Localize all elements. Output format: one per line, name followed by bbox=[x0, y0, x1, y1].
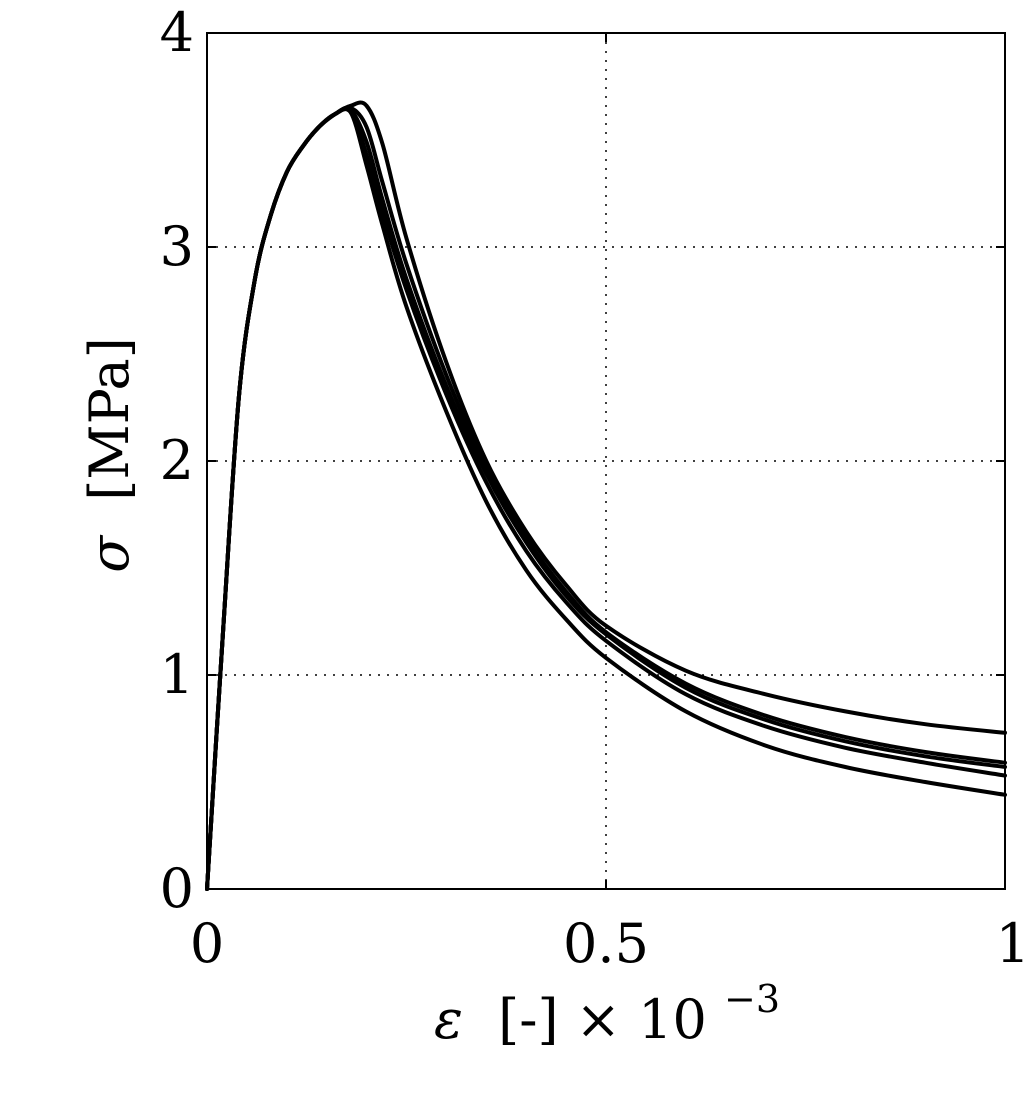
y-axis-unit-text: [MPa] bbox=[78, 337, 141, 501]
x-axis-label: ε [-] × 10 −3 bbox=[434, 977, 780, 1051]
x-axis-symbol: ε bbox=[434, 988, 463, 1051]
series-lines bbox=[205, 100, 1007, 891]
y-tick-label-2: 2 bbox=[160, 429, 194, 492]
y-axis-label: σ [MPa] bbox=[78, 337, 141, 573]
plot-frame bbox=[206, 32, 1006, 890]
x-tick-labels: 0 0.5 1 bbox=[190, 912, 1030, 975]
x-tick-label-0: 0 bbox=[190, 912, 224, 975]
y-tick-label-1: 1 bbox=[160, 643, 194, 706]
y-tick-label-4: 4 bbox=[160, 1, 194, 64]
x-tick-label-2: 1 bbox=[996, 912, 1030, 975]
y-tick-label-3: 3 bbox=[160, 215, 194, 278]
x-axis-exponent: −3 bbox=[724, 977, 780, 1021]
series-line-5 bbox=[205, 106, 1007, 891]
x-axis-unit-text: [-] × 10 bbox=[498, 988, 707, 1051]
y-axis-symbol: σ bbox=[78, 534, 141, 573]
grid-lines bbox=[207, 33, 1005, 889]
y-tick-label-0: 0 bbox=[160, 857, 194, 920]
x-tick-label-1: 0.5 bbox=[563, 912, 649, 975]
tick-marks bbox=[206, 32, 1006, 890]
y-tick-labels: 0 1 2 3 4 bbox=[160, 1, 194, 920]
